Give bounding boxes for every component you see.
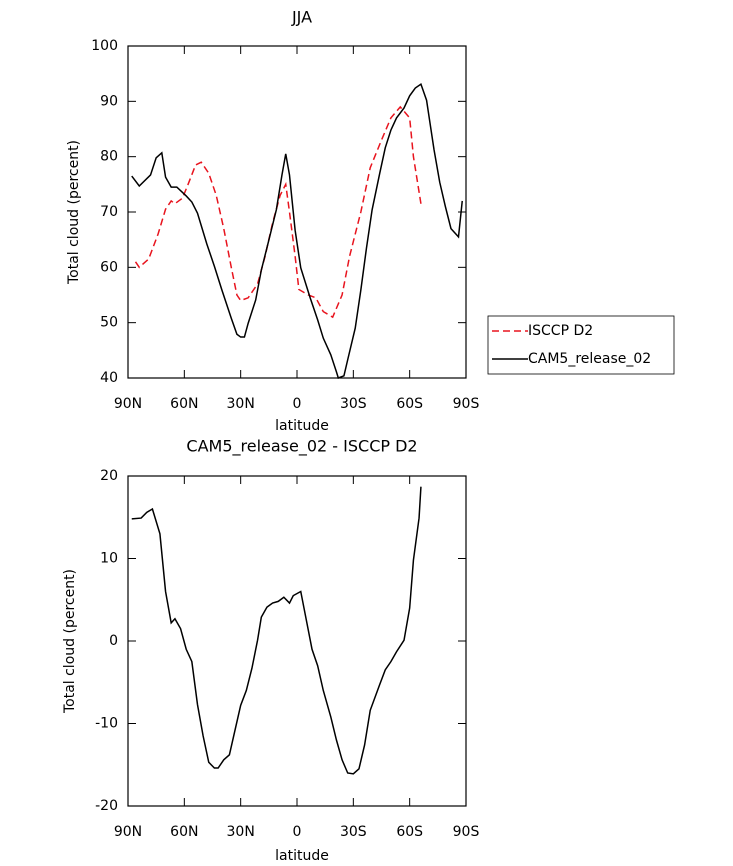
panel: JJA latitude Total cloud (percent) 40 50 60 70… <box>66 8 675 434</box>
y-tick-label: 60 <box>100 259 118 275</box>
x-tick-label: 30S <box>340 824 367 840</box>
legend-label: ISCCP D2 <box>528 323 593 339</box>
y-tick-label: 0 <box>109 633 118 649</box>
data-line <box>134 105 422 319</box>
x-tick-label: 60N <box>170 396 198 412</box>
chart-title: CAM5_release_02 - ISCCP D2 <box>186 437 417 457</box>
x-tick-label: 60S <box>396 824 423 840</box>
chart-title: JJA <box>291 8 312 27</box>
x-tick-label: 90S <box>453 396 480 412</box>
x-tick-label: 0 <box>293 824 302 840</box>
y-tick-label: 10 <box>100 551 118 567</box>
legend-label: CAM5_release_02 <box>528 351 651 367</box>
y-tick-label: 20 <box>100 468 118 484</box>
y-tick-label: 70 <box>100 204 118 220</box>
y-tick-label: -10 <box>95 716 118 732</box>
x-tick-label: 30N <box>227 396 255 412</box>
y-tick-label: 100 <box>91 38 118 54</box>
x-axis-label: latitude <box>275 418 329 434</box>
y-tick-label: -20 <box>95 798 118 814</box>
plot-frame <box>127 45 467 379</box>
x-tick-label: 90N <box>114 396 142 412</box>
x-tick-label: 90N <box>114 824 142 840</box>
y-tick-label: 50 <box>100 315 118 331</box>
panel: CAM5_release_02 - ISCCP D2 latitude Total … <box>62 437 479 865</box>
legend: ISCCP D2 CAM5_release_02 <box>487 315 675 375</box>
y-axis-label: Total cloud (percent) <box>66 140 82 285</box>
y-tick-label: 80 <box>100 149 118 165</box>
y-axis-label: Total cloud (percent) <box>62 569 78 714</box>
x-tick-label: 0 <box>293 396 302 412</box>
y-tick-label: 90 <box>100 93 118 109</box>
data-line <box>131 486 422 775</box>
x-tick-label: 60N <box>170 824 198 840</box>
x-tick-label: 90S <box>453 824 480 840</box>
plot-frame <box>127 475 467 807</box>
y-tick-label: 40 <box>100 370 118 386</box>
x-tick-label: 30N <box>227 824 255 840</box>
legend-box <box>487 315 675 375</box>
data-line <box>131 83 463 379</box>
x-tick-label: 30S <box>340 396 367 412</box>
x-axis-label: latitude <box>275 848 329 864</box>
x-tick-label: 60S <box>396 396 423 412</box>
